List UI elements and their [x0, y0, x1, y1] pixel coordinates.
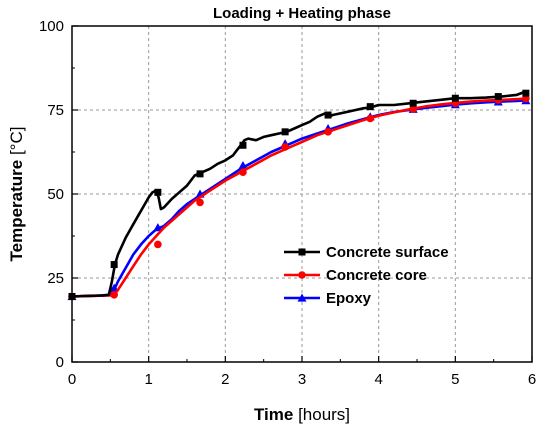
data-point — [110, 261, 118, 269]
x-tick-label: 3 — [298, 371, 306, 388]
data-point — [451, 94, 459, 102]
data-point — [110, 291, 118, 299]
x-tick-label: 0 — [68, 371, 76, 388]
legend-label: Concrete surface — [326, 244, 449, 261]
legend: Concrete surface Concrete core Epoxy — [284, 244, 449, 307]
series-concrete-core — [68, 94, 530, 301]
y-axis-label: Temperature — [7, 160, 26, 262]
y-tick-label: 25 — [47, 270, 64, 287]
data-point — [522, 89, 530, 97]
y-axis-unit: [°C] — [7, 127, 26, 156]
data-point — [494, 93, 502, 101]
legend-marker — [297, 293, 307, 302]
x-tick-label: 5 — [451, 371, 459, 388]
legend-marker — [298, 271, 306, 279]
data-point — [409, 105, 417, 113]
data-point — [153, 223, 163, 232]
x-tick-label: 4 — [374, 371, 382, 388]
series-line — [71, 97, 526, 298]
data-point — [281, 143, 289, 151]
x-tick-label: 1 — [144, 371, 152, 388]
series-layer — [67, 89, 531, 301]
legend-label: Concrete core — [326, 267, 427, 284]
chart-title: Loading + Heating phase — [213, 5, 391, 22]
legend-marker — [298, 248, 306, 256]
data-point — [324, 111, 332, 119]
y-tick-label: 50 — [47, 186, 64, 203]
data-point — [109, 283, 119, 292]
axes: 0 1 2 3 4 5 6 0 25 50 75 100 — [39, 18, 536, 388]
series-line — [71, 90, 527, 298]
data-point — [366, 114, 375, 123]
legend-item: Concrete core — [284, 267, 427, 284]
data-point — [196, 198, 204, 207]
data-point — [409, 99, 417, 107]
legend-item: Concrete surface — [284, 244, 449, 261]
legend-item: Epoxy — [284, 290, 372, 307]
data-point — [366, 103, 374, 111]
series-concrete-surface — [68, 89, 530, 300]
data-point — [238, 160, 248, 170]
data-point — [154, 188, 162, 196]
y-tick-label: 100 — [39, 18, 64, 35]
data-point — [239, 141, 247, 149]
grid — [72, 26, 532, 362]
y-tick-label: 0 — [56, 354, 64, 371]
data-point — [68, 292, 76, 300]
x-axis-title: Time [hours] — [254, 405, 350, 424]
x-tick-label: 2 — [221, 371, 229, 388]
y-axis-title: Temperature [°C] — [7, 127, 26, 262]
x-tick-label: 6 — [528, 371, 536, 388]
data-point — [239, 168, 247, 176]
data-point — [324, 128, 332, 136]
data-point — [281, 128, 289, 136]
x-axis-label: Time — [254, 405, 293, 424]
series-line — [71, 99, 526, 298]
legend-label: Epoxy — [326, 290, 372, 307]
y-tick-label: 75 — [47, 102, 64, 119]
x-axis-unit: [hours] — [298, 405, 350, 424]
data-point — [154, 240, 162, 249]
data-point — [196, 170, 204, 178]
